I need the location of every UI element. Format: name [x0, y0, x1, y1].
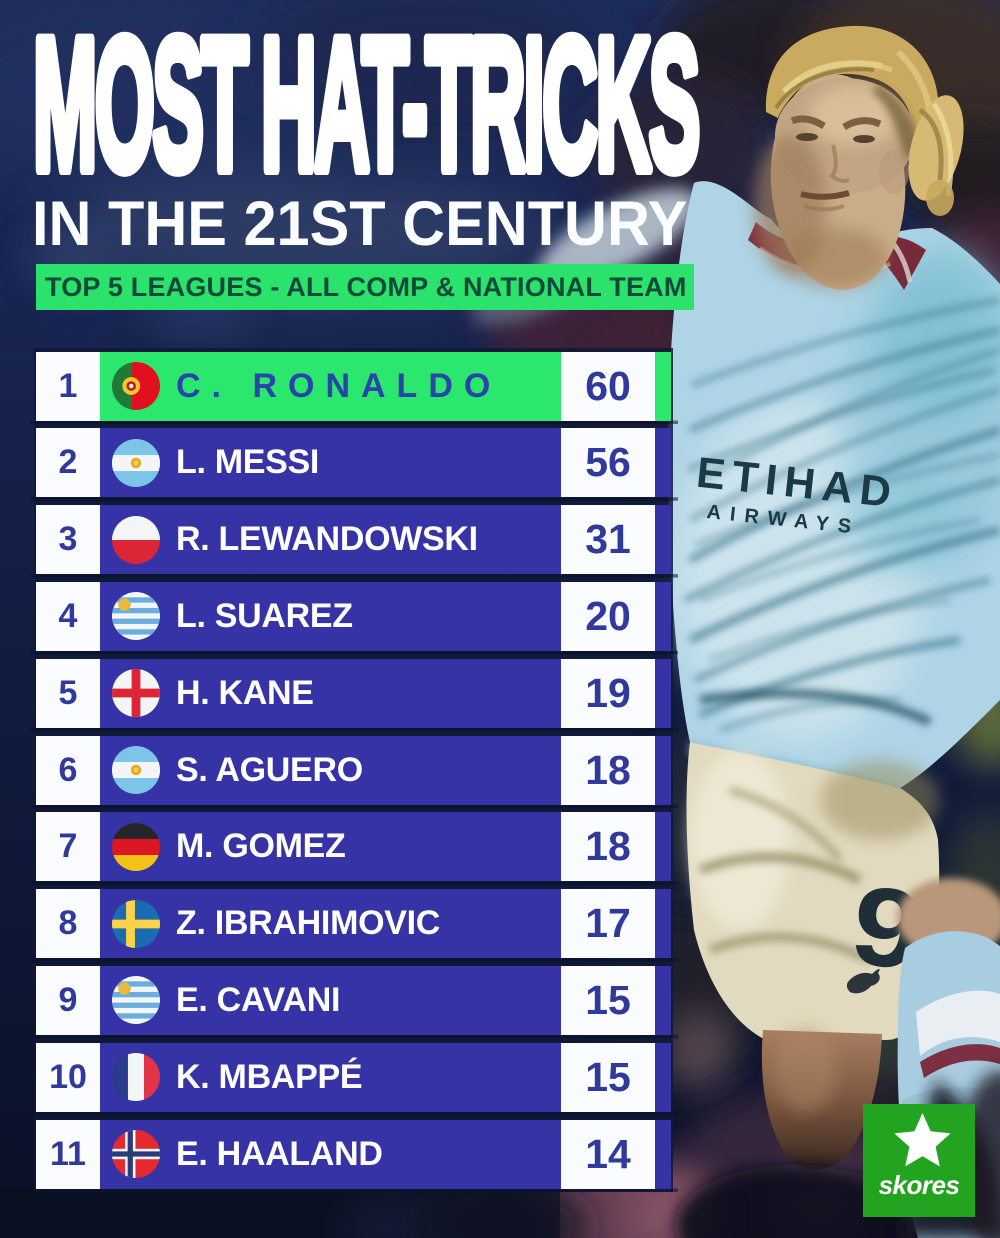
svg-text:MOST HAT-TRICKS: MOST HAT-TRICKS [33, 0, 698, 209]
